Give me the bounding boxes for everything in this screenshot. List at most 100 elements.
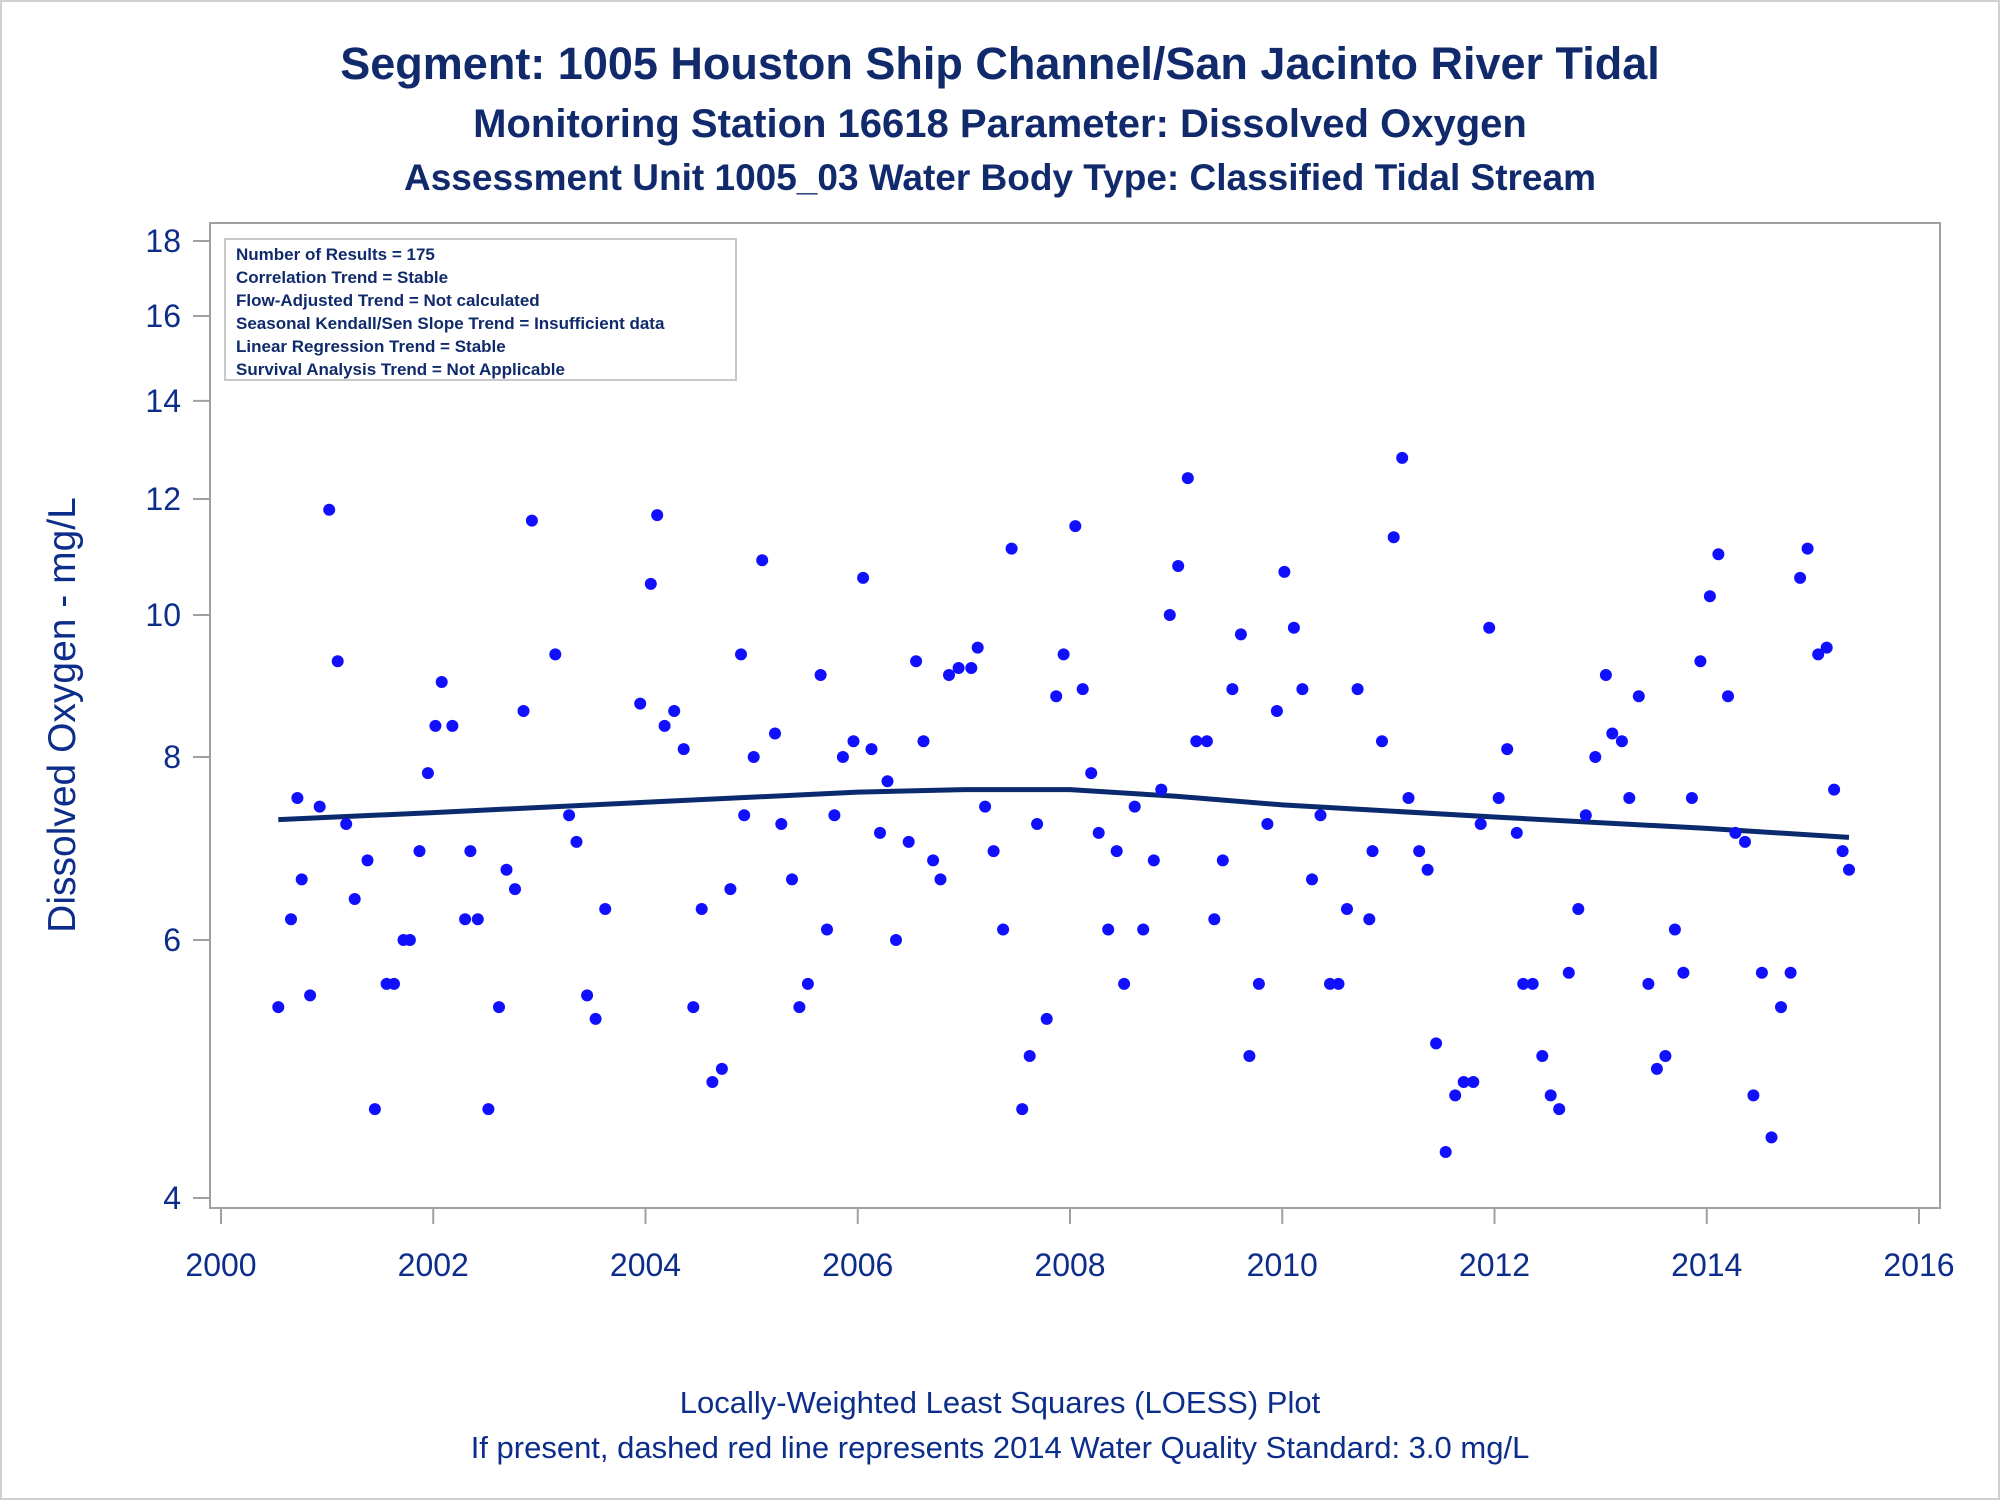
data-point xyxy=(1492,792,1505,804)
annotation-line: Seasonal Kendall/Sen Slope Trend = Insuf… xyxy=(236,314,665,333)
data-point xyxy=(1685,792,1698,804)
x-tick-label: 2012 xyxy=(1459,1247,1530,1283)
data-point xyxy=(634,697,647,710)
data-point xyxy=(1729,826,1742,839)
data-point xyxy=(1650,1062,1663,1075)
data-point xyxy=(589,1012,602,1025)
data-point xyxy=(857,571,870,584)
data-point xyxy=(361,854,374,867)
y-tick-label: 10 xyxy=(145,597,181,633)
x-axis: 2000 2002 2004 2006 2008 2010 2012 2014 2016 xyxy=(185,1208,1955,1283)
data-point xyxy=(910,655,923,668)
annotation-line: Correlation Trend = Stable xyxy=(236,268,448,287)
y-tick-label: 14 xyxy=(145,383,181,419)
footnote-standard: If present, dashed red line represents 2… xyxy=(470,1430,1530,1465)
data-point xyxy=(1623,792,1636,804)
data-point xyxy=(1234,628,1247,641)
data-point xyxy=(500,863,513,876)
data-point xyxy=(1287,621,1300,634)
data-point xyxy=(1163,609,1176,621)
x-tick-label: 2016 xyxy=(1883,1247,1954,1283)
data-point xyxy=(1137,923,1150,936)
data-point xyxy=(828,809,841,822)
data-point xyxy=(1694,655,1707,668)
data-point xyxy=(1147,854,1160,867)
data-point xyxy=(471,913,484,926)
chart-subtitle: Monitoring Station 16618 Parameter: Diss… xyxy=(473,102,1527,146)
data-point xyxy=(1828,783,1841,796)
data-point xyxy=(1128,800,1141,813)
data-point xyxy=(1536,1050,1549,1062)
data-point xyxy=(658,719,671,732)
data-point xyxy=(1483,621,1496,634)
data-point xyxy=(1712,548,1725,561)
data-point xyxy=(1085,767,1098,780)
data-point xyxy=(1553,1103,1566,1116)
y-axis: 4 6 8 10 12 14 16 18 xyxy=(145,223,210,1216)
loess-curve xyxy=(278,787,1850,840)
data-point xyxy=(1402,792,1415,804)
data-point xyxy=(1615,735,1628,748)
data-point xyxy=(1396,451,1409,464)
data-point xyxy=(482,1103,495,1116)
data-point xyxy=(1270,705,1283,717)
data-point xyxy=(836,751,849,763)
data-point xyxy=(786,873,798,886)
data-point xyxy=(1836,845,1849,858)
y-tick-label: 4 xyxy=(163,1180,181,1216)
data-point xyxy=(581,989,594,1002)
annotation-line: Linear Regression Trend = Stable xyxy=(236,337,506,356)
data-point xyxy=(1517,977,1530,990)
data-point xyxy=(1069,520,1082,533)
data-point xyxy=(459,913,472,926)
data-point xyxy=(1659,1050,1672,1062)
data-point xyxy=(651,509,664,522)
data-point xyxy=(1155,783,1168,796)
data-point xyxy=(1739,835,1751,848)
stats-annotation-box: Number of Results = 175 Correlation Tren… xyxy=(224,238,737,381)
data-point xyxy=(549,648,562,661)
data-point xyxy=(493,1001,505,1014)
data-point xyxy=(599,903,612,915)
data-point xyxy=(1208,913,1221,926)
data-point xyxy=(971,641,984,654)
data-point xyxy=(1016,1103,1029,1116)
x-tick-label: 2010 xyxy=(1247,1247,1318,1283)
data-point xyxy=(1306,873,1318,886)
data-point xyxy=(570,835,583,848)
data-point xyxy=(1314,809,1327,822)
data-point xyxy=(687,1001,700,1014)
data-point xyxy=(1172,560,1185,572)
data-point xyxy=(1324,977,1336,990)
y-tick-label: 16 xyxy=(145,298,181,334)
data-point xyxy=(1794,571,1807,584)
x-tick-label: 2000 xyxy=(185,1247,256,1283)
data-point xyxy=(724,883,737,896)
data-point xyxy=(295,873,308,886)
data-point xyxy=(1544,1089,1557,1102)
data-point xyxy=(304,989,317,1002)
y-tick-label: 12 xyxy=(145,481,181,517)
data-point xyxy=(1820,641,1833,654)
data-point xyxy=(1387,531,1400,544)
data-point xyxy=(331,655,344,668)
data-point xyxy=(1722,690,1734,703)
data-point xyxy=(735,648,747,661)
plot-area xyxy=(209,222,1941,1209)
data-point xyxy=(1599,669,1612,681)
data-point xyxy=(509,883,521,896)
data-point xyxy=(793,1001,806,1014)
data-point xyxy=(340,818,353,830)
data-point xyxy=(348,893,361,905)
data-point xyxy=(1076,683,1089,696)
data-point xyxy=(403,934,416,946)
footnote: Locally-Weighted Least Squares (LOESS) P… xyxy=(679,1385,1321,1420)
data-point xyxy=(1226,683,1239,696)
x-tick-label: 2004 xyxy=(610,1247,681,1283)
data-point xyxy=(979,800,992,813)
data-point xyxy=(1216,854,1229,867)
data-point xyxy=(1005,542,1018,555)
x-tick-label: 2002 xyxy=(398,1247,469,1283)
data-point xyxy=(1243,1050,1256,1062)
